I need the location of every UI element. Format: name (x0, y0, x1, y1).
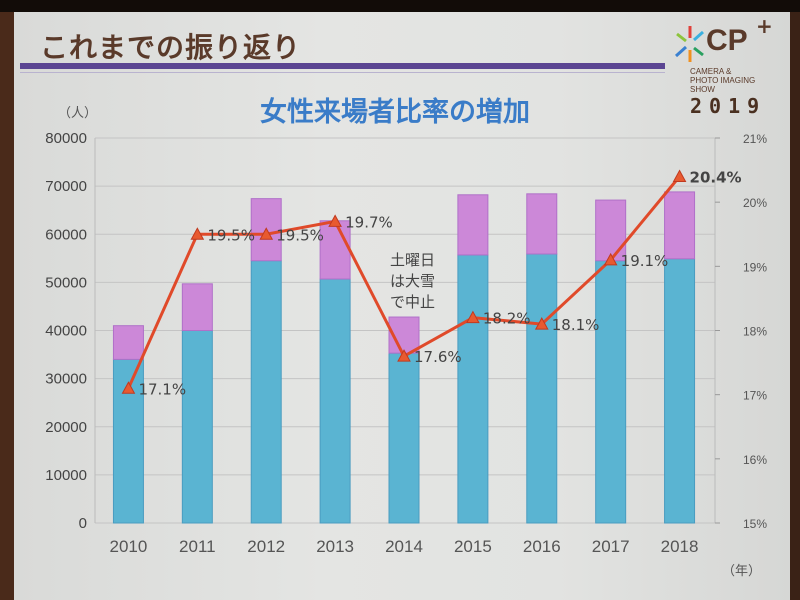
projector-edge-right (790, 12, 800, 600)
ratio-marker (328, 214, 342, 227)
bar-male (181, 330, 213, 524)
ratio-marker (259, 227, 274, 240)
heading-underline (20, 63, 665, 69)
y-tick-label: 20000 (45, 419, 87, 436)
bar-male (595, 260, 627, 524)
y-tick-label: 30000 (45, 371, 87, 388)
ratio-data-label: 17.6% (414, 348, 462, 366)
logo-subtitle-line: CAMERA & (690, 67, 732, 76)
bar-male (250, 260, 282, 524)
bar-female (112, 325, 144, 360)
y-tick-label: 70000 (45, 178, 87, 195)
ratio-data-label: 18.1% (552, 316, 600, 334)
ratio-data-label: 17.1% (138, 380, 186, 398)
ratio-marker (121, 381, 136, 394)
ratio-data-label: 19.5% (207, 226, 255, 244)
y2-tick-label: 19% (743, 260, 767, 274)
y2-tick-label: 15% (743, 517, 767, 531)
x-tick-label: 2012 (247, 537, 285, 556)
ratio-marker (603, 252, 618, 266)
x-axis-unit: （年） (722, 564, 761, 579)
ratio-marker (190, 227, 205, 240)
chart-title: 女性来場者比率の増加 (260, 96, 530, 128)
heading-underline-thin (20, 72, 665, 73)
y-tick-label: 60000 (45, 226, 87, 243)
y2-tick-label: 21% (743, 132, 767, 146)
y-tick-label: 40000 (45, 323, 87, 340)
logo-plus: + (756, 14, 773, 38)
bar-male (664, 258, 696, 524)
y-axis-unit: （人） (58, 106, 97, 121)
x-tick-label: 2013 (316, 537, 354, 556)
y-tick-label: 0 (79, 515, 87, 532)
x-tick-label: 2018 (661, 537, 699, 556)
annotation-line: は大雪 (390, 272, 435, 290)
y2-tick-label: 16% (743, 453, 767, 467)
bar-female (457, 194, 489, 256)
y2-tick-label: 17% (743, 389, 767, 403)
y-tick-label: 50000 (45, 274, 87, 291)
x-tick-label: 2014 (385, 537, 423, 556)
ratio-data-label: 19.5% (276, 226, 324, 244)
ratio-marker (672, 169, 687, 182)
bar-female (664, 191, 696, 260)
ratio-marker (466, 310, 480, 324)
logo-subtitle-line: SHOW (690, 85, 715, 94)
ratio-data-label: 18.2% (483, 310, 531, 328)
ratio-data-label: 19.1% (621, 252, 669, 270)
annotation-line: 土曜日 (390, 251, 435, 269)
y2-tick-label: 20% (743, 196, 767, 210)
bar-female (526, 193, 558, 255)
annotation-line: で中止 (390, 293, 435, 311)
x-tick-label: 2010 (110, 537, 148, 556)
y-tick-label: 80000 (45, 130, 87, 147)
x-tick-label: 2017 (592, 537, 630, 556)
x-tick-label: 2016 (523, 537, 561, 556)
bar-male (388, 352, 420, 524)
y2-tick-label: 18% (743, 325, 767, 339)
slide-heading: これまでの振り返り (40, 31, 302, 64)
x-tick-label: 2011 (179, 537, 216, 556)
bar-male (319, 278, 351, 524)
logo-cp: CP (706, 24, 748, 57)
bar-male (526, 253, 558, 524)
ratio-data-label: 20.4% (690, 169, 742, 187)
logo-subtitle: CAMERA & PHOTO IMAGING SHOW (690, 67, 755, 94)
bar-female (181, 283, 213, 332)
ratio-data-label: 19.7% (345, 213, 393, 231)
y-tick-label: 10000 (45, 467, 87, 484)
x-tick-label: 2015 (454, 537, 492, 556)
projector-edge-left (0, 12, 14, 600)
logo-subtitle-line: PHOTO IMAGING (690, 76, 756, 85)
cp-plus-logo: CP + CAMERA & PHOTO IMAGING SHOW 2019 (670, 14, 785, 120)
ratio-marker (397, 349, 411, 362)
bar-female (595, 199, 627, 262)
bar-male (457, 254, 489, 524)
starburst-icon (674, 26, 704, 62)
ratio-marker (534, 317, 549, 330)
logo-year: 2019 (690, 94, 767, 118)
